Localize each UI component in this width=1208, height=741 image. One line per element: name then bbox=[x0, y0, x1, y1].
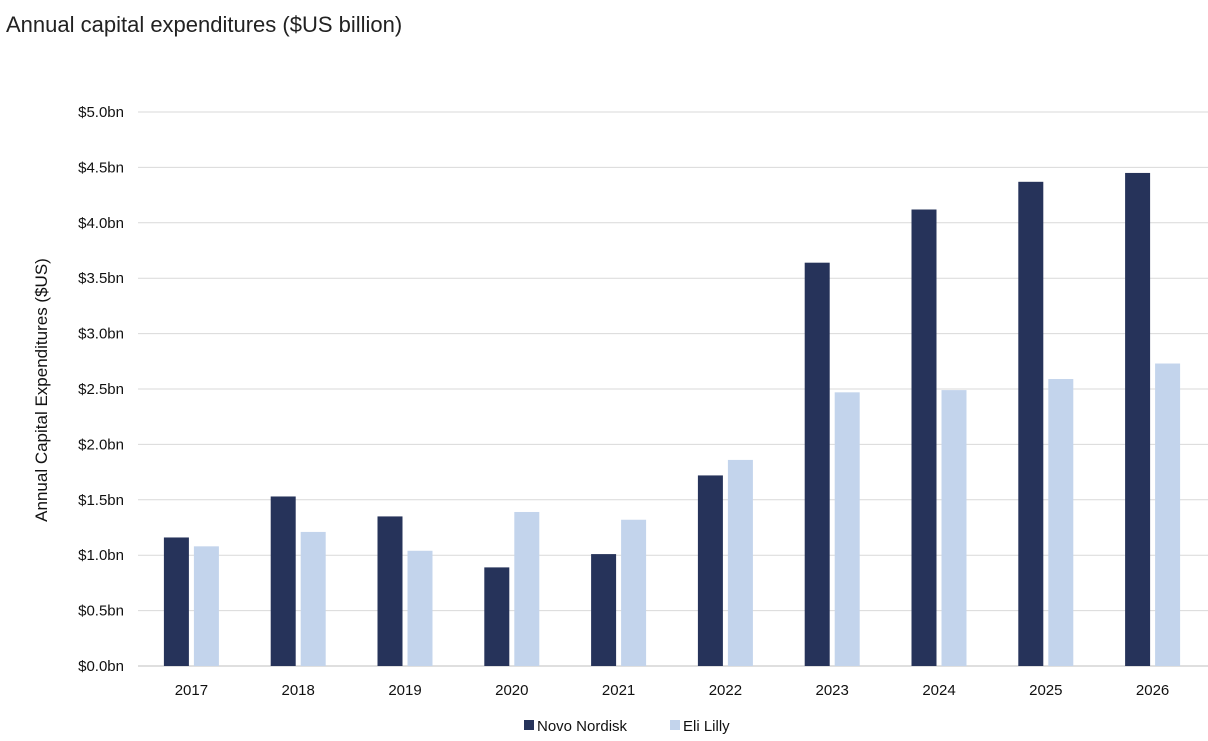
bar-novo-nordisk bbox=[377, 516, 403, 666]
bar-novo-nordisk bbox=[911, 209, 937, 666]
bar-novo-nordisk bbox=[804, 262, 830, 666]
y-tick-label: $0.5bn bbox=[78, 603, 124, 620]
y-tick-label: $4.5bn bbox=[78, 159, 124, 176]
y-tick-label: $1.5bn bbox=[78, 492, 124, 509]
y-tick-label: $5.0bn bbox=[78, 104, 124, 121]
x-tick-label: 2017 bbox=[175, 682, 208, 699]
x-tick-label: 2023 bbox=[816, 682, 849, 699]
bar-eli-lilly bbox=[193, 546, 219, 666]
bar-novo-nordisk bbox=[484, 567, 510, 666]
bar-eli-lilly bbox=[621, 519, 647, 666]
y-axis-label: Annual Capital Expenditures ($US) bbox=[32, 258, 51, 522]
x-tick-label: 2020 bbox=[495, 682, 528, 699]
y-axis-ticks: $0.0bn $0.5bn $1.0bn $1.5bn $2.0bn $2.5bn $3.0… bbox=[78, 104, 124, 675]
bar-novo-nordisk bbox=[270, 496, 296, 666]
x-tick-label: 2019 bbox=[388, 682, 421, 699]
x-tick-label: 2025 bbox=[1029, 682, 1062, 699]
bars bbox=[163, 172, 1181, 666]
y-tick-label: $4.0bn bbox=[78, 215, 124, 232]
bar-novo-nordisk bbox=[1018, 181, 1044, 666]
y-tick-label: $1.0bn bbox=[78, 547, 124, 564]
legend-label: Novo Nordisk bbox=[537, 718, 628, 735]
bar-eli-lilly bbox=[727, 459, 753, 666]
legend-swatch-novo-nordisk bbox=[524, 720, 534, 730]
x-tick-label: 2018 bbox=[282, 682, 315, 699]
legend: Novo Nordisk Eli Lilly bbox=[524, 718, 730, 735]
bar-eli-lilly bbox=[407, 550, 433, 666]
y-tick-label: $0.0bn bbox=[78, 658, 124, 675]
y-tick-label: $3.0bn bbox=[78, 326, 124, 343]
bar-novo-nordisk bbox=[1125, 172, 1151, 666]
bar-novo-nordisk bbox=[591, 554, 617, 666]
bar-eli-lilly bbox=[1048, 379, 1074, 666]
x-tick-label: 2021 bbox=[602, 682, 635, 699]
bar-eli-lilly bbox=[514, 511, 540, 666]
legend-swatch-eli-lilly bbox=[670, 720, 680, 730]
bar-eli-lilly bbox=[941, 390, 967, 666]
y-tick-label: $2.5bn bbox=[78, 381, 124, 398]
bar-novo-nordisk bbox=[163, 537, 189, 666]
x-axis-ticks: 2017 2018 2019 2020 2021 2022 2023 2024 2025 2026 bbox=[175, 682, 1170, 699]
y-tick-label: $2.0bn bbox=[78, 436, 124, 453]
bar-eli-lilly bbox=[834, 392, 860, 666]
legend-label: Eli Lilly bbox=[683, 718, 730, 735]
x-tick-label: 2024 bbox=[922, 682, 955, 699]
y-tick-label: $3.5bn bbox=[78, 270, 124, 287]
x-tick-label: 2026 bbox=[1136, 682, 1169, 699]
bar-novo-nordisk bbox=[697, 475, 723, 666]
gridlines bbox=[138, 111, 1208, 667]
x-tick-label: 2022 bbox=[709, 682, 742, 699]
chart-subtitle: Annual capital expenditures ($US billion… bbox=[6, 12, 403, 37]
bar-eli-lilly bbox=[300, 531, 326, 666]
bar-eli-lilly bbox=[1155, 363, 1181, 666]
